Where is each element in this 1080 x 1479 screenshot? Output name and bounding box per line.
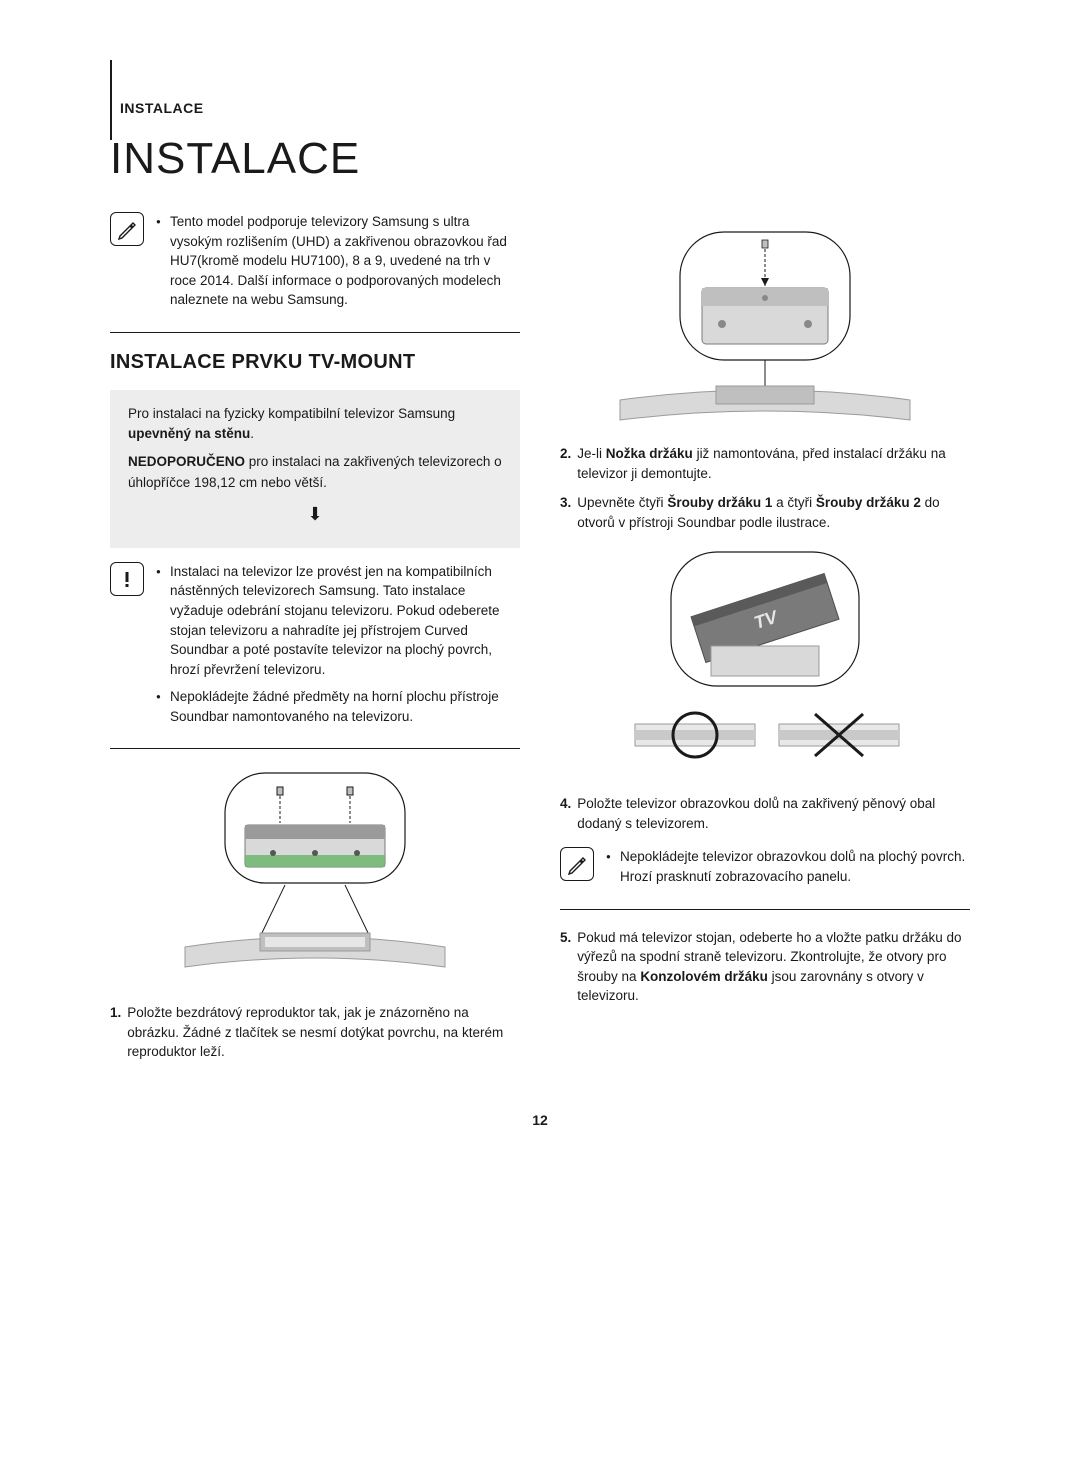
warn-item-1: Instalaci na televizor lze provést jen n… bbox=[156, 562, 520, 679]
pencil-icon bbox=[560, 847, 594, 881]
step-5: 5. Pokud má televizor stojan, odeberte h… bbox=[560, 928, 970, 1006]
step-1: 1. Položte bezdrátový reproduktor tak, j… bbox=[110, 1003, 520, 1062]
left-column: Tento model podporuje televizory Samsung… bbox=[110, 212, 520, 1072]
page-number: 12 bbox=[110, 1112, 970, 1128]
vertical-rule bbox=[110, 60, 112, 140]
subheading: INSTALACE PRVKU TV-MOUNT bbox=[110, 351, 520, 374]
gray-panel: Pro instalaci na fyzicky kompatibilní te… bbox=[110, 390, 520, 548]
down-arrow-icon: ⬇ bbox=[128, 501, 502, 528]
page-title: INSTALACE bbox=[110, 134, 970, 184]
illustration-bracket-base bbox=[560, 228, 970, 428]
step-list-right-3: 5. Pokud má televizor stojan, odeberte h… bbox=[560, 928, 970, 1006]
step-3: 3. Upevněte čtyři Šrouby držáku 1 a čtyř… bbox=[560, 493, 970, 532]
note-box-2: Nepokládejte televizor obrazovkou dolů n… bbox=[560, 847, 970, 909]
pencil-icon bbox=[110, 212, 144, 246]
step-2: 2. Je-li Nožka držáku již namontována, p… bbox=[560, 444, 970, 483]
section-label: INSTALACE bbox=[120, 100, 970, 116]
step-4: 4. Položte televizor obrazovkou dolů na … bbox=[560, 794, 970, 833]
illustration-speaker-bracket bbox=[110, 767, 520, 987]
step-list-left: 1. Položte bezdrátový reproduktor tak, j… bbox=[110, 1003, 520, 1062]
warning-box: Instalaci na televizor lze provést jen n… bbox=[110, 562, 520, 750]
step-list-right-2: 4. Položte televizor obrazovkou dolů na … bbox=[560, 794, 970, 833]
columns: Tento model podporuje televizory Samsung… bbox=[110, 212, 970, 1072]
note-box-1: Tento model podporuje televizory Samsung… bbox=[110, 212, 520, 333]
note1-text: Tento model podporuje televizory Samsung… bbox=[156, 212, 520, 310]
warn-item-2: Nepokládejte žádné předměty na horní plo… bbox=[156, 687, 520, 726]
exclamation-icon bbox=[110, 562, 144, 596]
illustration-tv-bracket: TV bbox=[560, 548, 970, 778]
note2-text: Nepokládejte televizor obrazovkou dolů n… bbox=[606, 847, 970, 886]
step-list-right-1: 2. Je-li Nožka držáku již namontována, p… bbox=[560, 444, 970, 532]
gray-line2: NEDOPORUČENO pro instalaci na zakřivenýc… bbox=[128, 452, 502, 493]
right-column: 2. Je-li Nožka držáku již namontována, p… bbox=[560, 212, 970, 1072]
gray-line1: Pro instalaci na fyzicky kompatibilní te… bbox=[128, 404, 502, 445]
